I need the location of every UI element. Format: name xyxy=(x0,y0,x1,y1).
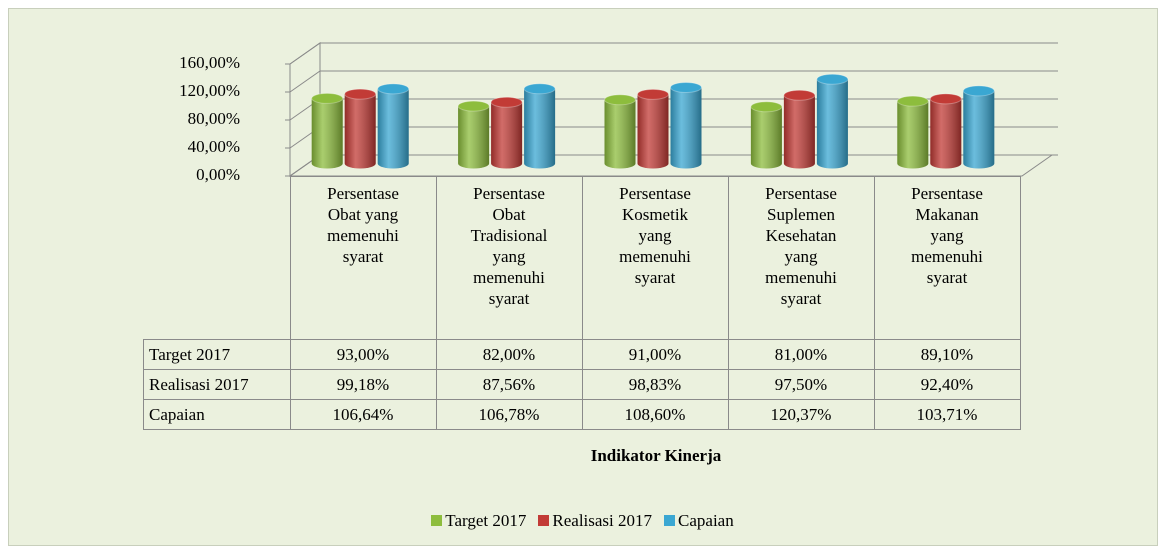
cylinder-top xyxy=(783,89,816,101)
cylinder-top xyxy=(637,88,669,100)
value-cell: 91,00% xyxy=(581,339,729,370)
cylinder-top xyxy=(670,81,702,93)
cylinder-shade xyxy=(311,98,343,169)
bar xyxy=(896,95,929,169)
legend-item: Target 2017 xyxy=(431,511,526,530)
grid-line xyxy=(289,42,1058,65)
value-cell: 82,00% xyxy=(435,339,583,370)
category-label: Persentase Makanan yang memenuhi syarat xyxy=(911,184,983,287)
grid-line xyxy=(289,70,1058,93)
table-row: Capaian 106,64% 106,78% 108,60% 120,37% 103,7… xyxy=(143,399,1021,430)
bar xyxy=(929,93,962,169)
cylinder-top xyxy=(457,100,490,112)
legend-swatch xyxy=(431,515,443,526)
value-cell: 87,56% xyxy=(435,369,583,400)
table-header-cell: Persentase Kosmetik yang memenuhi syarat xyxy=(581,176,729,340)
cylinder-top xyxy=(344,88,377,100)
series-name: Capaian xyxy=(143,399,291,430)
value-cell: 103,71% xyxy=(873,399,1021,430)
cylinder-shade xyxy=(637,94,669,169)
bar xyxy=(490,96,523,169)
value-cell: 92,40% xyxy=(873,369,1021,400)
y-tick-label: 120,00% xyxy=(179,81,240,100)
value-cell: 97,50% xyxy=(727,369,875,400)
series-name: Realisasi 2017 xyxy=(143,369,291,400)
value-cell: 89,10% xyxy=(873,339,1021,370)
bar xyxy=(670,81,702,169)
cylinder-shade xyxy=(458,106,490,169)
bar xyxy=(604,94,636,169)
cylinder-shade xyxy=(930,98,962,169)
cylinder-top xyxy=(377,83,410,95)
cylinder-shade xyxy=(604,99,636,169)
bar xyxy=(637,88,669,169)
bar xyxy=(816,73,849,169)
cylinder-top xyxy=(962,85,995,97)
cylinder-top xyxy=(604,94,636,106)
legend-label: Capaian xyxy=(678,511,734,530)
bar xyxy=(962,85,995,169)
table-header-cell: Persentase Makanan yang memenuhi syarat xyxy=(873,176,1021,340)
legend-label: Realisasi 2017 xyxy=(552,511,653,530)
cylinder-shade xyxy=(670,87,702,169)
cylinder-top xyxy=(816,73,849,85)
x-axis-title: Indikator Kinerja xyxy=(590,446,722,465)
value-cell: 99,18% xyxy=(289,369,437,400)
cylinder-shade xyxy=(816,79,848,169)
cylinder-top xyxy=(750,101,783,113)
category-label: Persentase Kosmetik yang memenuhi syarat xyxy=(619,184,691,287)
bar xyxy=(783,89,816,169)
cylinder-top xyxy=(929,93,962,105)
legend-item: Realisasi 2017 xyxy=(538,511,652,530)
cylinder-shade xyxy=(344,94,376,169)
bar xyxy=(750,101,783,169)
cylinder-top xyxy=(896,95,929,107)
y-tick-label: 160,00% xyxy=(179,53,240,72)
data-table: Persentase Obat yang memenuhi syarat Pers… xyxy=(143,176,1021,430)
bar xyxy=(457,100,490,169)
cylinder-shade xyxy=(750,106,782,169)
table-row: Realisasi 2017 99,18% 87,56% 98,83% 97,50% 92… xyxy=(143,369,1021,400)
cylinder-shade xyxy=(897,101,929,169)
cylinder-shade xyxy=(491,102,523,169)
legend-item: Capaian xyxy=(664,511,734,530)
value-cell: 93,00% xyxy=(289,339,437,370)
category-label: Persentase Suplemen Kesehatan yang memen… xyxy=(765,184,837,308)
cylinder-shade xyxy=(963,90,995,169)
value-cell: 106,64% xyxy=(289,399,437,430)
category-label: Persentase Obat Tradisional yang memenuh… xyxy=(470,184,548,308)
cylinder-shade xyxy=(783,95,815,169)
bar xyxy=(523,83,556,169)
table-row: Target 2017 93,00% 82,00% 91,00% 81,00% 89,10… xyxy=(143,339,1021,370)
value-cell: 106,78% xyxy=(435,399,583,430)
legend-swatch xyxy=(664,515,676,526)
value-cell: 98,83% xyxy=(581,369,729,400)
series-name: Target 2017 xyxy=(143,339,291,370)
category-label: Persentase Obat yang memenuhi syarat xyxy=(327,184,399,266)
cylinder-top xyxy=(490,96,523,108)
table-header-cell: Persentase Obat yang memenuhi syarat xyxy=(289,176,437,340)
legend-swatch xyxy=(538,515,550,526)
legend-label: Target 2017 xyxy=(445,511,527,530)
cylinder-shade xyxy=(377,88,409,169)
y-tick-label: 40,00% xyxy=(188,137,240,156)
cylinder-top xyxy=(523,83,556,95)
bar xyxy=(311,92,344,169)
table-corner xyxy=(143,176,291,340)
legend: Target 2017 Realisasi 2017 Capaian xyxy=(0,511,1165,531)
cylinder-top xyxy=(311,92,344,104)
table-header-cell: Persentase Suplemen Kesehatan yang memen… xyxy=(727,176,875,340)
value-cell: 120,37% xyxy=(727,399,875,430)
bar xyxy=(344,88,377,169)
cylinder-shade xyxy=(524,88,556,169)
value-cell: 81,00% xyxy=(727,339,875,370)
y-tick-label: 80,00% xyxy=(188,109,240,128)
table-row: Persentase Obat yang memenuhi syarat Pers… xyxy=(143,176,1021,340)
bar xyxy=(377,83,410,169)
table-header-cell: Persentase Obat Tradisional yang memenuh… xyxy=(435,176,583,340)
value-cell: 108,60% xyxy=(581,399,729,430)
